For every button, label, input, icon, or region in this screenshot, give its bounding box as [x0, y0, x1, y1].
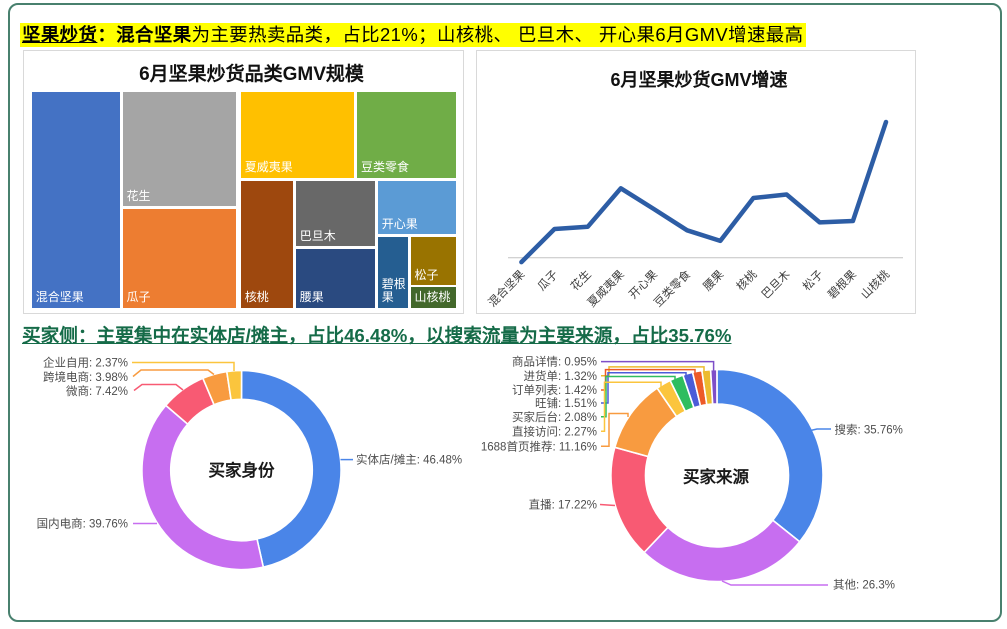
svg-text:直播: 17.22%: 直播: 17.22% [529, 498, 597, 512]
svg-text:买家身份: 买家身份 [209, 460, 276, 480]
svg-text:夏威夷果: 夏威夷果 [585, 268, 627, 310]
svg-text:直接访问: 2.27%: 直接访问: 2.27% [512, 424, 597, 438]
svg-text:豆类零食: 豆类零食 [651, 267, 694, 310]
svg-text:实体店/摊主: 46.48%: 实体店/摊主: 46.48% [356, 452, 462, 466]
svg-text:进货单: 1.32%: 进货单: 1.32% [524, 369, 598, 383]
svg-text:混合坚果: 混合坚果 [485, 267, 528, 310]
svg-text:买家来源: 买家来源 [683, 467, 750, 487]
svg-text:旺铺: 1.51%: 旺铺: 1.51% [535, 397, 597, 410]
svg-text:碧根果: 碧根果 [825, 267, 860, 302]
svg-text:微商: 7.42%: 微商: 7.42% [66, 384, 128, 398]
svg-text:买家后台: 2.08%: 买家后台: 2.08% [512, 410, 597, 424]
svg-text:商品详情: 0.95%: 商品详情: 0.95% [512, 355, 597, 369]
svg-text:山核桃: 山核桃 [858, 267, 893, 302]
svg-text:开心果: 开心果 [627, 268, 661, 302]
svg-text:其他: 26.3%: 其他: 26.3% [833, 579, 895, 592]
svg-text:腰果: 腰果 [701, 268, 727, 294]
svg-text:花生: 花生 [568, 267, 594, 293]
svg-text:跨境电商: 3.98%: 跨境电商: 3.98% [43, 370, 128, 384]
svg-text:搜索: 35.76%: 搜索: 35.76% [835, 423, 903, 437]
svg-text:国内电商: 39.76%: 国内电商: 39.76% [37, 517, 128, 531]
svg-text:松子: 松子 [800, 267, 826, 293]
svg-text:核桃: 核桃 [733, 267, 760, 294]
svg-text:巴旦木: 巴旦木 [759, 268, 793, 302]
svg-text:企业自用: 2.37%: 企业自用: 2.37% [43, 356, 128, 370]
svg-text:瓜子: 瓜子 [535, 268, 560, 293]
svg-text:1688首页推荐: 11.16%: 1688首页推荐: 11.16% [481, 439, 597, 453]
svg-text:订单列表: 1.42%: 订单列表: 1.42% [512, 383, 597, 397]
